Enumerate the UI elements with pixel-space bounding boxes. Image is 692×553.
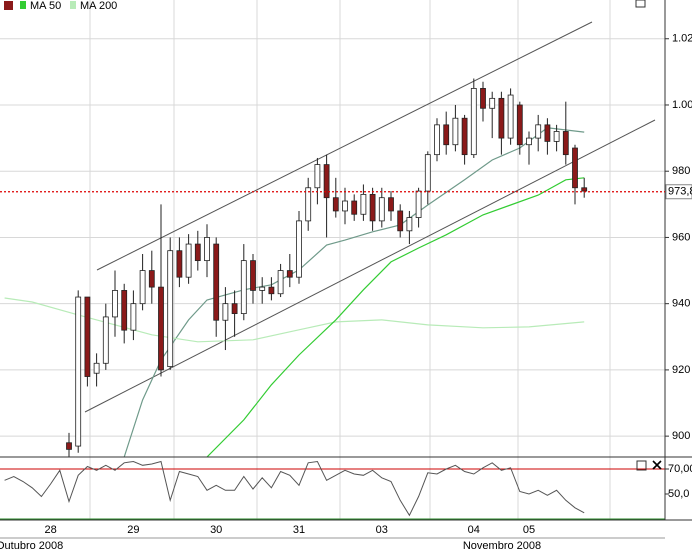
- candle-body: [452, 117, 459, 146]
- y-tick-label: 940: [672, 298, 690, 310]
- candle-body: [93, 362, 100, 374]
- x-tick-label: 31: [293, 524, 305, 536]
- candle-body: [480, 88, 486, 109]
- candle-body: [498, 97, 505, 139]
- x-tick-label: 28: [44, 524, 56, 536]
- moving-average: [206, 177, 585, 457]
- maximize-icon[interactable]: [636, 460, 647, 471]
- candle-body: [544, 124, 551, 142]
- candle-body: [240, 260, 247, 315]
- x-tick-label: 29: [127, 524, 139, 536]
- channel-line: [96, 21, 593, 271]
- candle-body: [250, 260, 256, 291]
- candle-body: [268, 286, 275, 295]
- candle-body: [581, 187, 588, 192]
- candle-body: [553, 131, 560, 142]
- rsi-panel: [0, 460, 665, 520]
- day-separators: [89, 0, 611, 520]
- close-icon[interactable]: [652, 460, 662, 470]
- candle-body: [213, 243, 220, 321]
- y-tick-label: 920: [672, 364, 690, 376]
- y-tick-label: 1.020: [672, 33, 692, 45]
- y-tick-label: 980: [672, 165, 690, 177]
- candle-body: [75, 296, 82, 447]
- month-label: Outubro 2008: [0, 540, 63, 552]
- candle-body: [121, 290, 128, 331]
- moving-average: [123, 127, 585, 457]
- candle-body: [204, 237, 210, 262]
- candle-body: [185, 243, 192, 278]
- legend-swatch: [20, 1, 26, 9]
- candle-body: [378, 197, 385, 222]
- candle-body: [167, 250, 174, 367]
- price-label-box: [665, 184, 692, 200]
- legend-label: MA 200: [80, 0, 117, 12]
- candle-body: [231, 303, 238, 315]
- candle-body: [516, 104, 523, 146]
- candle-body: [139, 270, 146, 305]
- candle-body: [130, 303, 137, 331]
- candle-body: [406, 217, 413, 232]
- candle-body: [158, 286, 164, 371]
- candle-body: [535, 124, 542, 139]
- legend: MA 50 MA 200: [20, 0, 117, 12]
- candle-body: [66, 442, 72, 450]
- legend-label: MA 50: [30, 0, 61, 12]
- rsi-tick-label: 50,0: [668, 488, 689, 500]
- price-grid: [0, 38, 665, 437]
- x-tick-label: 30: [210, 524, 222, 536]
- candle-body: [424, 154, 431, 192]
- candle-body: [470, 88, 477, 156]
- candle-body: [277, 270, 284, 295]
- y-tick-label: 960: [672, 231, 690, 243]
- candle-body: [323, 164, 330, 199]
- candle-body: [507, 94, 514, 139]
- window-icon[interactable]: [635, 0, 646, 8]
- axes: 900 920 940 960 980 1.000 1.020 28 29 30 31 03 04 05 O…: [0, 33, 692, 552]
- candle-body: [351, 200, 358, 215]
- price-panel: [4, 21, 656, 457]
- legend-swatch: [70, 1, 76, 9]
- y-tick-label: 900: [672, 430, 690, 442]
- candle-body: [342, 200, 348, 212]
- candle-body: [369, 193, 376, 222]
- candle-body: [286, 270, 293, 278]
- candle-body: [572, 147, 578, 189]
- candle-body: [259, 286, 266, 291]
- rsi-line: [4, 460, 585, 517]
- candle-body: [112, 290, 118, 318]
- candle-body: [332, 197, 339, 212]
- candle-body: [562, 131, 569, 156]
- candle-body: [296, 220, 302, 278]
- candle-body: [102, 316, 109, 364]
- price-label: 973,8: [668, 186, 692, 198]
- candle-body: [360, 193, 367, 215]
- candle-body: [222, 303, 229, 321]
- candle-body: [388, 197, 394, 212]
- candle-body: [84, 296, 91, 377]
- candle-body: [148, 270, 155, 288]
- candle-body: [176, 250, 183, 278]
- y-tick-label: 1.000: [672, 99, 692, 111]
- candle-body: [443, 124, 450, 146]
- month-label: Novembro 2008: [463, 540, 541, 552]
- channel-line: [84, 119, 656, 413]
- candle-body: [489, 97, 496, 109]
- candle-body: [434, 124, 440, 156]
- candle-body: [194, 243, 201, 262]
- candle-body: [526, 137, 532, 146]
- menu-icon[interactable]: [4, 1, 13, 10]
- candle-body: [415, 190, 422, 218]
- candle-body: [305, 187, 312, 222]
- x-tick-label: 04: [468, 524, 480, 536]
- candle-body: [397, 210, 404, 232]
- candle-body: [461, 117, 468, 156]
- x-tick-label: 05: [523, 524, 535, 536]
- x-tick-label: 03: [376, 524, 388, 536]
- rsi-tick-label: 70,00: [668, 463, 692, 475]
- candle-body: [314, 164, 321, 189]
